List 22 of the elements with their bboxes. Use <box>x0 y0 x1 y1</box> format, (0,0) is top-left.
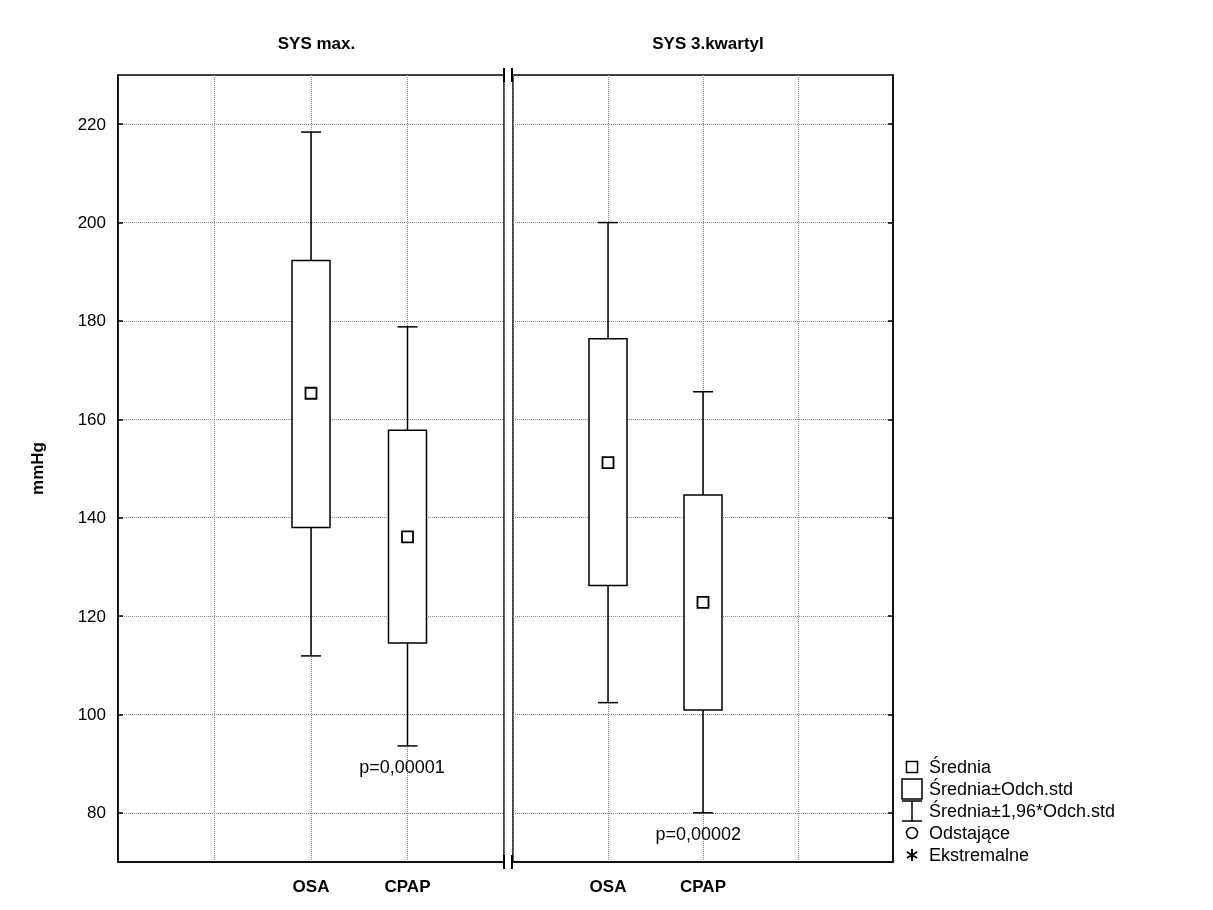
text: Odstające <box>929 822 1011 844</box>
text: Średnia±1,96*Odch.std <box>929 800 1115 822</box>
y-tick-label: 200 <box>77 213 106 233</box>
y-tick-label: 80 <box>87 803 106 823</box>
y-tick-label: 220 <box>77 114 106 134</box>
x-tick-label: CPAP <box>384 877 431 896</box>
text: Ekstremalne <box>929 844 1030 866</box>
x-tick-label: OSA <box>589 877 627 896</box>
y-tick-label: 100 <box>77 704 106 724</box>
annotation: p=0,00001 <box>359 756 445 777</box>
y-tick-label: 180 <box>77 311 106 331</box>
text: Średnia <box>929 756 992 778</box>
text: Średnia±Odch.std <box>929 778 1073 800</box>
x-tick-label: OSA <box>292 877 330 896</box>
y-tick-label: 120 <box>77 606 106 626</box>
x-tick-label: CPAP <box>680 877 726 896</box>
y-tick-label: 140 <box>77 508 106 528</box>
annotation: p=0,00002 <box>655 823 742 844</box>
y-axis-title: mmHg <box>28 442 47 495</box>
chart-title: SYS max. <box>277 34 356 53</box>
y-tick-label: 160 <box>77 409 106 429</box>
chart-title: SYS 3.kwartyl <box>652 34 764 53</box>
